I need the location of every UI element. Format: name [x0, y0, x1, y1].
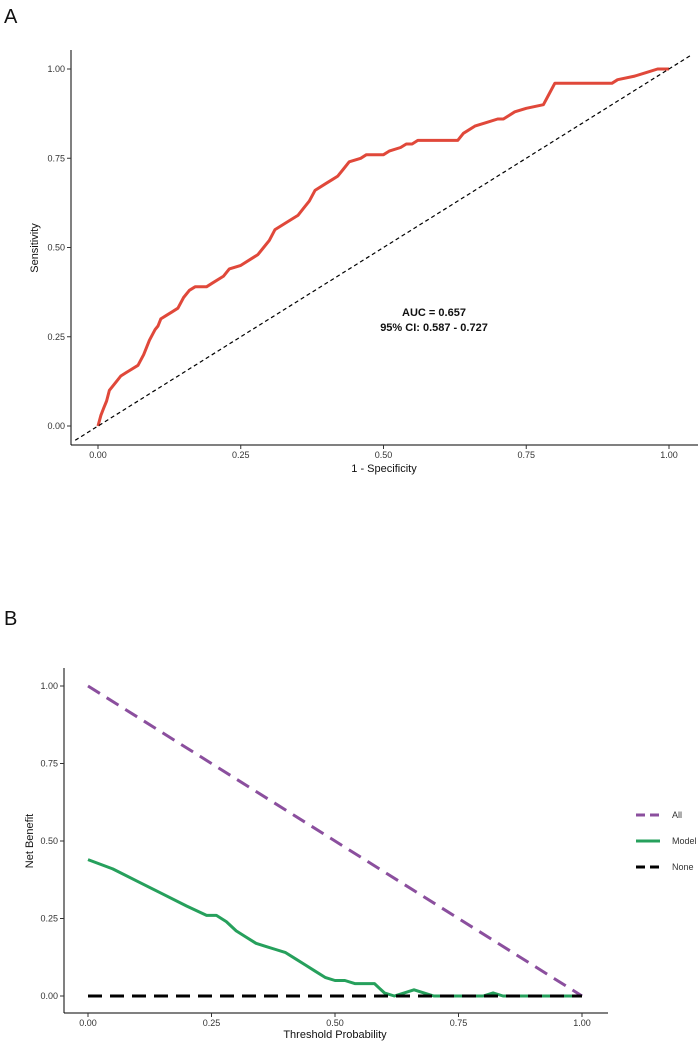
roc-y-tick-label: 0.50: [47, 243, 65, 253]
dca-x-tick-label: 0.50: [326, 1018, 344, 1028]
roc-x-tick-label: 1.00: [660, 450, 678, 460]
roc-y-axis-title: Sensitivity: [29, 223, 41, 273]
dca-series-model: [87, 858, 582, 998]
dca-lines: [87, 684, 583, 998]
roc-y-tick-label: 0.00: [47, 421, 65, 431]
auc-annotation: AUC = 0.657: [402, 307, 466, 319]
panel-letter-a: A: [4, 6, 18, 28]
legend-label-none: None: [672, 862, 694, 872]
dca-x-tick-label: 1.00: [573, 1018, 591, 1028]
roc-series-reference: [74, 54, 693, 441]
dca-legend: All Model None: [636, 810, 697, 872]
roc-x-tick-label: 0.25: [232, 450, 250, 460]
dca-y-tick-label: 0.75: [40, 759, 58, 769]
dca-axes: 0.00 0.25 0.50 0.75 1.00 0.00 0.25 0.50 0.75 1.00: [40, 668, 608, 1028]
dca-y-tick-label: 0.00: [40, 991, 58, 1001]
roc-lines: [74, 54, 693, 441]
roc-x-tick-label: 0.75: [517, 450, 535, 460]
dca-y-tick-label: 0.50: [40, 836, 58, 846]
dca-y-tick-label: 0.25: [40, 914, 58, 924]
roc-x-axis-title: 1 - Specificity: [351, 463, 417, 475]
roc-x-tick-label: 0.00: [89, 450, 107, 460]
roc-y-tick-label: 1.00: [47, 64, 65, 74]
dca-x-axis-title: Threshold Probability: [283, 1029, 387, 1041]
panel-letter-b: B: [4, 608, 17, 630]
roc-y-tick-label: 0.25: [47, 332, 65, 342]
dca-x-tick-label: 0.25: [203, 1018, 221, 1028]
legend-label-all: All: [672, 810, 682, 820]
dca-panel: B 0.00 0.25 0.50 0.75 1.00 0.00 0.25 0.50 0.75 1.…: [4, 608, 697, 1041]
roc-x-tick-label: 0.50: [375, 450, 393, 460]
roc-axes: 0.00 0.25 0.50 0.75 1.00 0.00 0.25 0.50 0.75 1.00: [47, 50, 698, 460]
roc-panel: A 0.00 0.25 0.50 0.75 1.00 0.00 0.25 0.50 0.75 1.…: [4, 6, 698, 475]
dca-x-tick-label: 0.75: [450, 1018, 468, 1028]
dca-y-tick-label: 1.00: [40, 681, 58, 691]
dca-series-all: [87, 684, 583, 998]
dca-y-axis-title: Net Benefit: [24, 814, 36, 868]
roc-y-tick-label: 0.75: [47, 153, 65, 163]
ci-annotation: 95% CI: 0.587 - 0.727: [380, 322, 488, 334]
dca-x-tick-label: 0.00: [79, 1018, 97, 1028]
legend-label-model: Model: [672, 836, 697, 846]
roc-series-curve: [96, 67, 669, 427]
